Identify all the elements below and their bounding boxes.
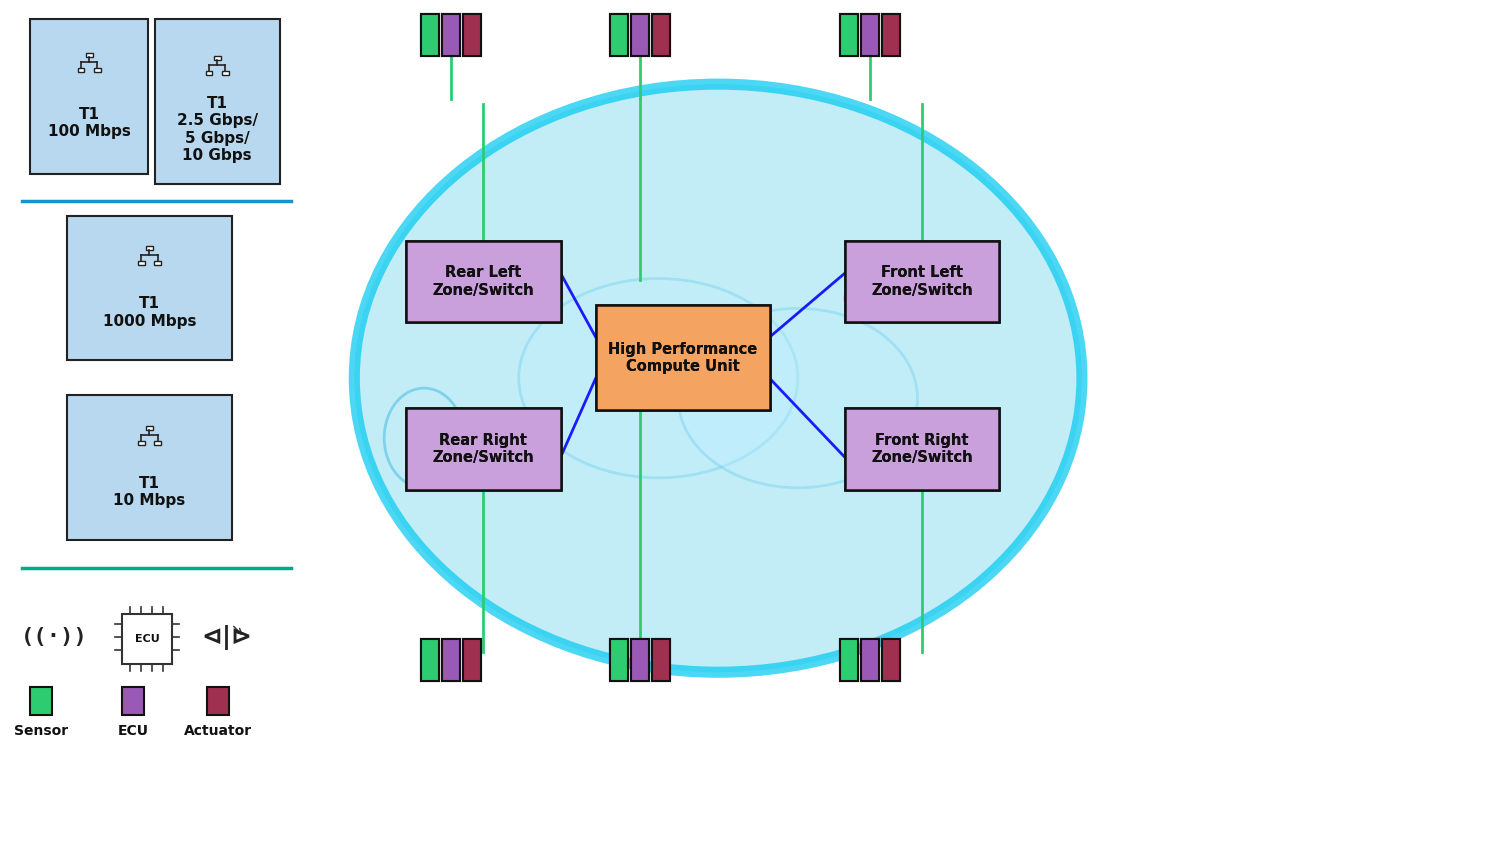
FancyBboxPatch shape: [845, 241, 999, 322]
Ellipse shape: [678, 309, 918, 488]
FancyBboxPatch shape: [405, 241, 561, 322]
Bar: [882, 639, 900, 681]
Text: T1
1000 Mbps: T1 1000 Mbps: [102, 297, 196, 329]
Text: Front Left
Zone/Switch: Front Left Zone/Switch: [871, 265, 972, 298]
Bar: [442, 639, 460, 681]
FancyBboxPatch shape: [30, 19, 148, 174]
Text: Sensor: Sensor: [14, 724, 68, 738]
Bar: [631, 639, 650, 681]
Bar: [839, 639, 857, 681]
Bar: [86, 52, 92, 57]
Bar: [154, 441, 161, 445]
Bar: [839, 15, 857, 56]
FancyBboxPatch shape: [405, 408, 561, 490]
Bar: [420, 639, 439, 681]
Bar: [610, 639, 628, 681]
Bar: [882, 15, 900, 56]
Bar: [860, 15, 879, 56]
Bar: [631, 15, 650, 56]
Bar: [77, 68, 84, 72]
Text: Actuator: Actuator: [184, 724, 252, 738]
Text: T1
10 Mbps: T1 10 Mbps: [113, 476, 185, 508]
FancyBboxPatch shape: [155, 19, 279, 184]
Bar: [146, 426, 152, 430]
Text: ECU: ECU: [118, 724, 149, 738]
Text: ⊲|⊳: ⊲|⊳: [202, 625, 252, 650]
FancyBboxPatch shape: [845, 408, 999, 490]
FancyBboxPatch shape: [405, 241, 561, 322]
Bar: [860, 15, 879, 56]
Bar: [463, 15, 481, 56]
Bar: [653, 15, 671, 56]
Text: T1
2.5 Gbps/
5 Gbps/
10 Gbps: T1 2.5 Gbps/ 5 Gbps/ 10 Gbps: [176, 96, 258, 163]
Text: Rear Left
Zone/Switch: Rear Left Zone/Switch: [433, 265, 533, 298]
Ellipse shape: [354, 84, 1082, 673]
Text: High Performance
Compute Unit: High Performance Compute Unit: [609, 341, 758, 374]
Text: Front Right
Zone/Switch: Front Right Zone/Switch: [871, 433, 972, 465]
Bar: [463, 639, 481, 681]
Bar: [146, 247, 152, 250]
Bar: [30, 687, 53, 715]
Bar: [442, 15, 460, 56]
Bar: [653, 15, 671, 56]
Bar: [653, 639, 671, 681]
Bar: [463, 15, 481, 56]
Bar: [631, 15, 650, 56]
Bar: [420, 15, 439, 56]
Bar: [882, 15, 900, 56]
FancyBboxPatch shape: [845, 408, 999, 490]
Bar: [653, 639, 671, 681]
Bar: [882, 639, 900, 681]
Bar: [839, 15, 857, 56]
FancyBboxPatch shape: [845, 241, 999, 322]
Bar: [154, 261, 161, 266]
Bar: [860, 639, 879, 681]
Bar: [610, 639, 628, 681]
Bar: [610, 15, 628, 56]
Bar: [222, 71, 229, 75]
Bar: [463, 639, 481, 681]
Text: T1
100 Mbps: T1 100 Mbps: [48, 107, 131, 139]
Ellipse shape: [518, 279, 797, 478]
Bar: [214, 56, 220, 59]
Bar: [122, 614, 172, 664]
FancyBboxPatch shape: [595, 305, 770, 410]
FancyBboxPatch shape: [595, 305, 770, 410]
Text: Front Left
Zone/Switch: Front Left Zone/Switch: [871, 265, 972, 298]
Bar: [137, 261, 145, 266]
Bar: [206, 687, 229, 715]
Bar: [631, 639, 650, 681]
FancyBboxPatch shape: [405, 408, 561, 490]
Text: Rear Right
Zone/Switch: Rear Right Zone/Switch: [433, 433, 533, 465]
FancyBboxPatch shape: [68, 216, 232, 360]
Bar: [93, 68, 101, 72]
Text: High Performance
Compute Unit: High Performance Compute Unit: [609, 341, 758, 374]
Text: Rear Right
Zone/Switch: Rear Right Zone/Switch: [433, 433, 533, 465]
Bar: [442, 15, 460, 56]
Text: Front Right
Zone/Switch: Front Right Zone/Switch: [871, 433, 972, 465]
Bar: [839, 639, 857, 681]
Text: ECU: ECU: [134, 635, 160, 644]
Bar: [205, 71, 212, 75]
Bar: [420, 639, 439, 681]
Text: Rear Left
Zone/Switch: Rear Left Zone/Switch: [433, 265, 533, 298]
Text: ((·)): ((·)): [21, 627, 87, 648]
FancyBboxPatch shape: [68, 395, 232, 539]
Bar: [122, 687, 145, 715]
Bar: [420, 15, 439, 56]
Bar: [137, 441, 145, 445]
Bar: [442, 639, 460, 681]
Bar: [610, 15, 628, 56]
Bar: [860, 639, 879, 681]
